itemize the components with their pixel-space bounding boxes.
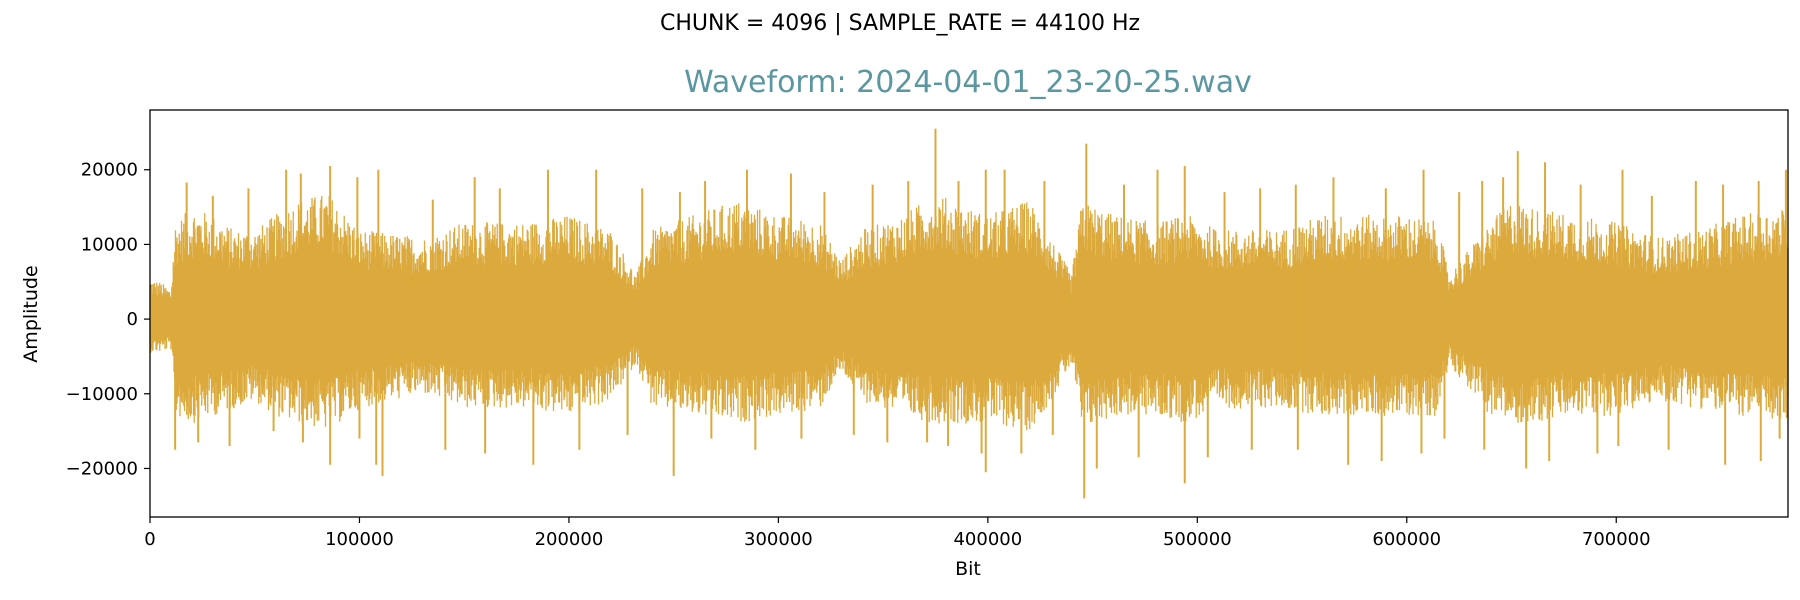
suptitle: CHUNK = 4096 | SAMPLE_RATE = 44100 Hz [660,11,1140,36]
y-axis-label: Amplitude [20,265,42,362]
x-tick-label: 200000 [535,529,604,550]
y-axis-ticks: −20000 −10000 0 10000 20000 [66,160,150,479]
y-tick-label: −10000 [66,384,138,405]
x-axis-ticks: 0 100000 200000 300000 400000 500000 600000 700… [144,517,1651,550]
y-tick-label: 0 [127,309,138,330]
x-tick-label: 400000 [953,529,1022,550]
x-tick-label: 0 [144,529,155,550]
x-tick-label: 100000 [325,529,394,550]
waveform-series [149,195,1789,431]
chart-title: Waveform: 2024-04-01_23-20-25.wav [684,65,1252,100]
x-axis-label: Bit [955,558,981,580]
x-tick-label: 300000 [744,529,813,550]
x-tick-label: 500000 [1163,529,1232,550]
x-tick-label: 700000 [1582,529,1651,550]
plot-area [149,128,1789,499]
x-tick-label: 600000 [1372,529,1441,550]
axes-frame [149,109,1789,518]
y-tick-label: 10000 [81,234,138,255]
y-tick-label: −20000 [66,458,138,479]
y-tick-label: 20000 [81,160,138,181]
